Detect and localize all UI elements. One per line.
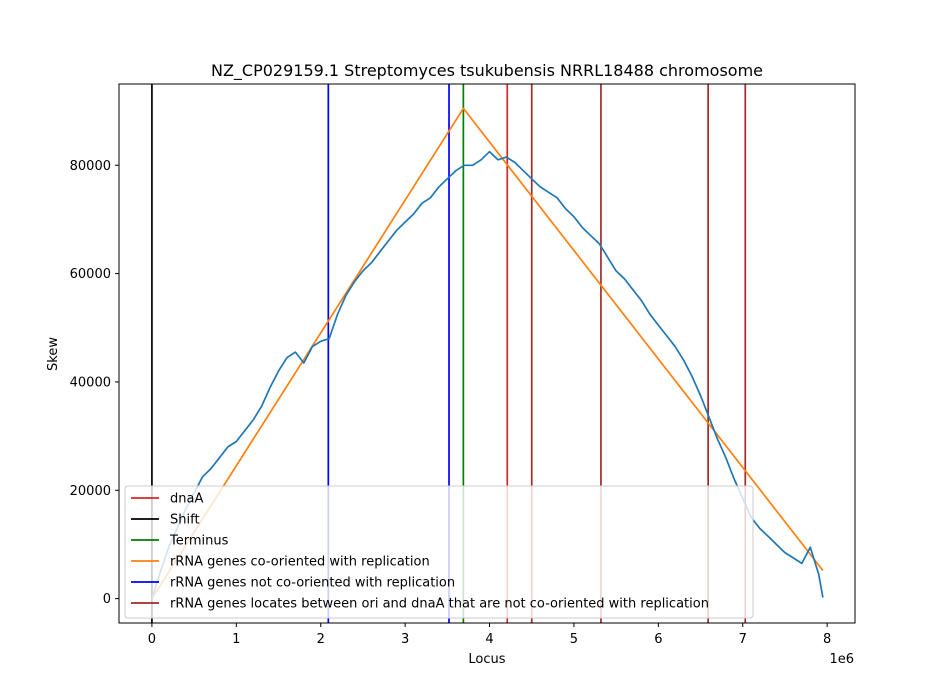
x-tick-label: 4	[485, 632, 493, 647]
legend-label: Shift	[170, 513, 200, 528]
legend-box	[124, 485, 754, 619]
plot-frame	[118, 83, 856, 624]
x-axis-label: Locus	[468, 652, 505, 667]
x-tick-label: 1	[232, 632, 240, 647]
axis-ticks: 0 1 2 3 4 5 6 7 8 0 20000 40000 60000 80000	[70, 159, 832, 647]
legend-label: Terminus	[169, 534, 229, 549]
x-axis-multiplier: 1e6	[829, 652, 854, 667]
y-axis-label: Skew	[46, 337, 61, 371]
legend-label: rRNA genes not co-oriented with replicat…	[170, 576, 455, 591]
y-tick-label: 40000	[70, 375, 111, 390]
x-tick-label: 3	[401, 632, 409, 647]
legend-label: dnaA	[170, 492, 203, 507]
series-line	[151, 150, 824, 599]
y-tick-label: 20000	[70, 484, 111, 499]
x-tick-label: 2	[317, 632, 325, 647]
x-tick-label: 0	[148, 632, 156, 647]
chart-title: NZ_CP029159.1 Streptomyces tsukubensis N…	[211, 61, 763, 81]
y-tick-label: 60000	[70, 267, 111, 282]
legend-label: rRNA genes locates between ori and dnaA …	[170, 597, 709, 612]
series-line	[151, 107, 824, 600]
x-tick-label: 5	[570, 632, 578, 647]
y-tick-label: 0	[103, 592, 111, 607]
legend-label: rRNA genes co-oriented with replication	[170, 555, 430, 570]
x-tick-label: 7	[739, 632, 747, 647]
legend: dnaA Shift Terminus rRNA genes co-oriented …	[124, 485, 754, 619]
x-tick-label: 6	[654, 632, 662, 647]
y-tick-label: 80000	[70, 159, 111, 174]
x-tick-label: 8	[823, 632, 831, 647]
